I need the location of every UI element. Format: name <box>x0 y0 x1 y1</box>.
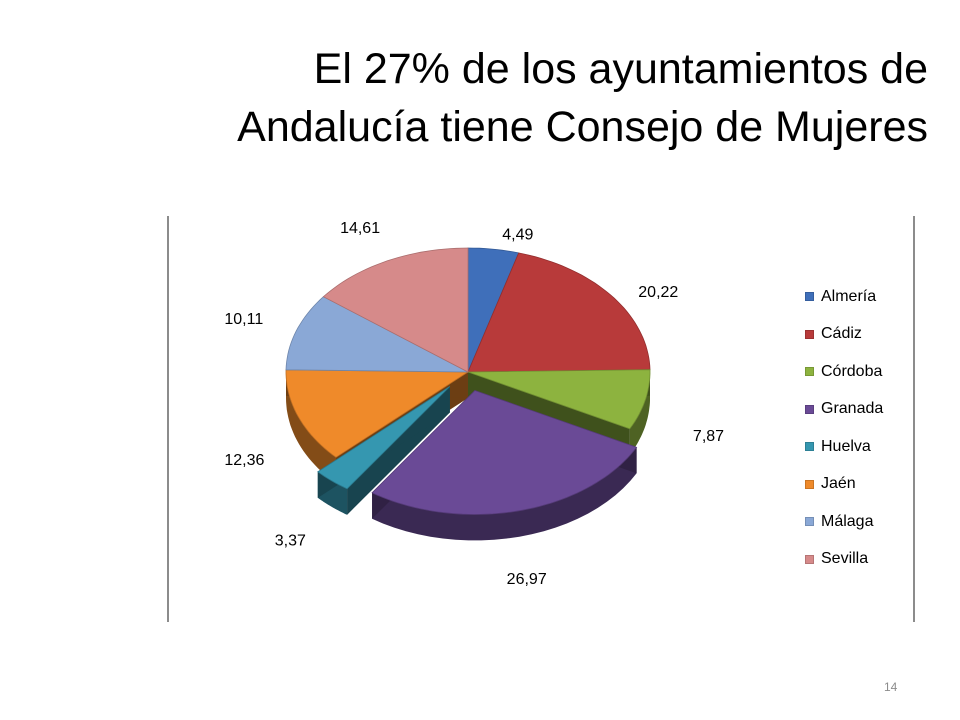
legend-item-cádiz: Cádiz <box>805 316 883 354</box>
legend-swatch <box>805 479 814 489</box>
slide-title: El 27% de los ayuntamientos de Andalucía… <box>48 40 928 156</box>
legend-label: Huelva <box>821 437 871 455</box>
legend-item-huelva: Huelva <box>805 428 883 466</box>
legend-swatch <box>805 517 814 527</box>
legend-label: Cádiz <box>821 325 862 343</box>
data-label-córdoba: 7,87 <box>693 428 724 445</box>
legend-label: Sevilla <box>821 550 869 568</box>
legend-label: Málaga <box>821 512 874 530</box>
pie-slice-huelva <box>317 386 451 490</box>
legend-item-almería: Almería <box>805 278 883 316</box>
chart-legend: Almería Cádiz Córdoba Granada Huelva Jaén Mála… <box>805 278 883 578</box>
pie-wall-granada <box>372 447 637 541</box>
page-number: 14 <box>884 680 898 694</box>
pie-top-layer <box>285 247 651 515</box>
pie-wall-jaén <box>286 372 336 484</box>
legend-swatch <box>805 367 814 377</box>
pie-slice-granada <box>371 390 638 515</box>
data-label-almería: 4,49 <box>502 227 533 244</box>
legend-label: Jaén <box>821 475 856 493</box>
legend-swatch <box>805 442 814 452</box>
pie-slice-sevilla <box>322 247 469 373</box>
pie-slice-málaga <box>285 296 469 373</box>
legend-item-sevilla: Sevilla <box>805 541 883 579</box>
legend-label: Córdoba <box>821 362 883 380</box>
legend-swatch <box>805 329 814 339</box>
legend-item-granada: Granada <box>805 391 883 429</box>
legend-label: Almería <box>821 287 877 305</box>
pie-slice-cádiz <box>467 252 651 373</box>
data-label-huelva: 3,37 <box>275 533 306 550</box>
chart-frame <box>167 216 915 622</box>
data-label-sevilla: 14,61 <box>340 220 380 237</box>
pie-slice-almería <box>467 247 520 373</box>
pie-slice-córdoba <box>467 369 651 430</box>
legend-swatch <box>805 554 814 564</box>
title-line-1: El 27% de los ayuntamientos de <box>313 45 928 93</box>
legend-item-málaga: Málaga <box>805 503 883 541</box>
legend-swatch <box>805 404 814 414</box>
data-label-málaga: 10,11 <box>224 311 263 328</box>
pie-slice-jaén <box>285 369 470 458</box>
legend-label: Granada <box>821 400 884 418</box>
legend-swatch <box>805 292 814 302</box>
data-label-granada: 26,97 <box>507 571 547 588</box>
data-label-cádiz: 20,22 <box>638 284 678 301</box>
title-line-2: Andalucía tiene Consejo de Mujeres <box>237 103 928 151</box>
legend-item-jaén: Jaén <box>805 466 883 504</box>
data-label-jaén: 12,36 <box>224 452 264 469</box>
legend-item-córdoba: Córdoba <box>805 353 883 391</box>
